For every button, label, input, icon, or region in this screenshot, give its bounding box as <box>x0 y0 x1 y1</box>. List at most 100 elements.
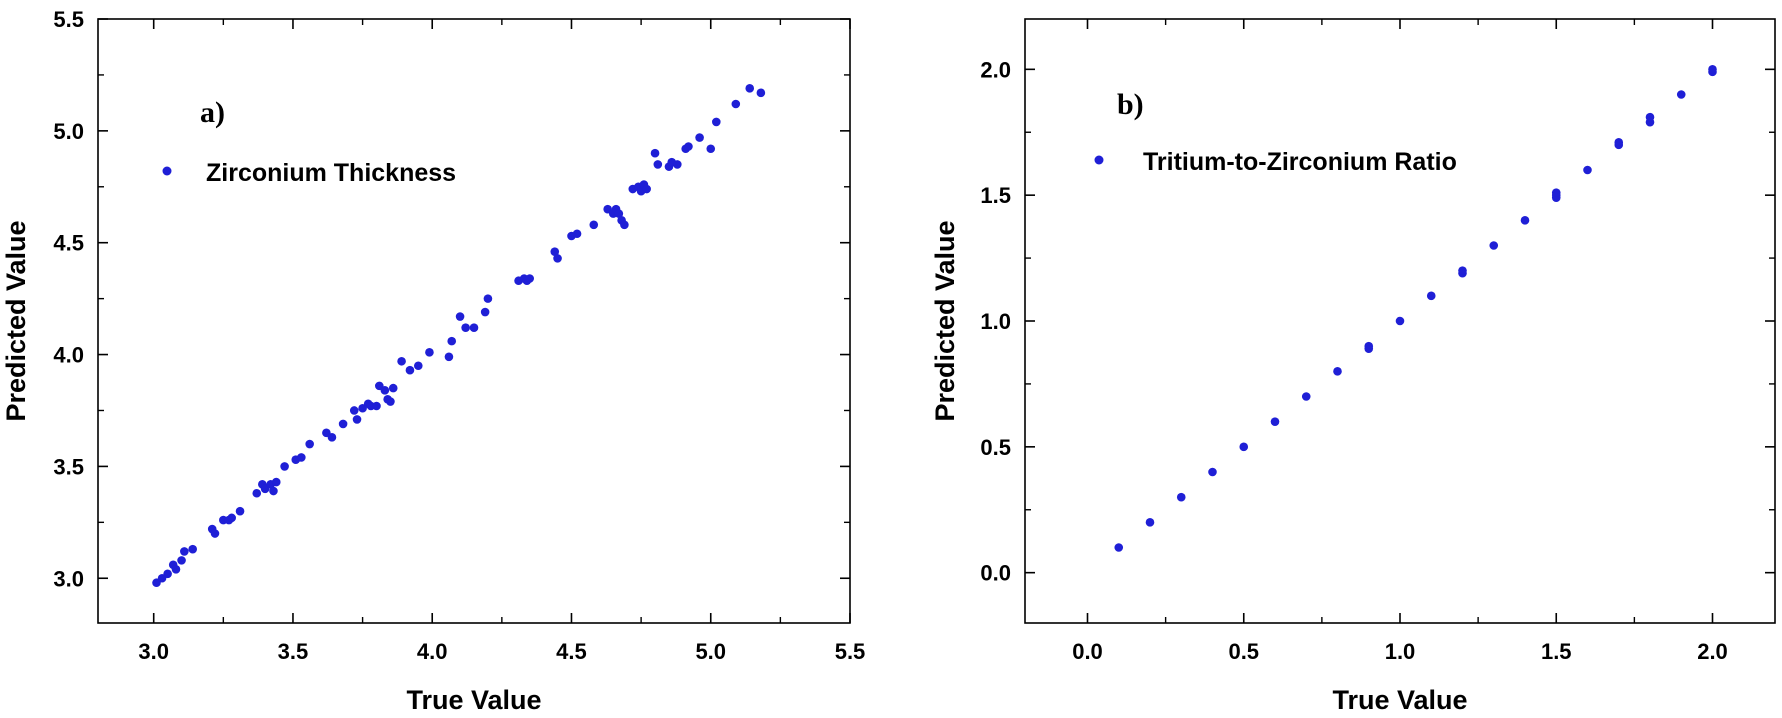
y-tick-label: 0.5 <box>980 435 1011 460</box>
y-tick-label: 1.5 <box>980 183 1011 208</box>
data-point <box>614 209 624 218</box>
data-point <box>163 569 172 579</box>
data-point <box>425 348 434 357</box>
data-point <box>271 477 281 487</box>
data-point <box>188 544 197 554</box>
legend-marker-b <box>1094 155 1104 165</box>
data-point <box>1676 90 1686 99</box>
data-point <box>455 312 465 321</box>
x-tick-label: 1.5 <box>1541 639 1572 664</box>
data-point <box>589 220 599 230</box>
data-point <box>405 365 415 375</box>
x-tick-label: 3.5 <box>278 639 309 664</box>
data-point <box>352 415 362 424</box>
data-point <box>1270 417 1280 426</box>
data-point <box>327 433 337 442</box>
x-axis-title-b: True Value <box>1332 685 1467 715</box>
data-point <box>712 117 721 127</box>
x-axis-title-a: True Value <box>406 685 541 715</box>
data-point <box>1239 442 1249 452</box>
data-point <box>695 133 704 142</box>
data-point <box>1301 392 1311 401</box>
x-tick-label: 0.5 <box>1228 639 1259 664</box>
data-point <box>553 254 562 263</box>
data-point <box>1520 216 1530 225</box>
data-point <box>372 401 381 411</box>
legend-label-b: Tritium-to-Zirconium Ratio <box>1143 148 1457 176</box>
data-point <box>525 274 535 283</box>
data-point <box>480 307 490 317</box>
data-point <box>620 220 629 230</box>
data-point <box>388 383 398 393</box>
data-point <box>280 462 289 471</box>
data-point <box>1458 266 1467 275</box>
x-tick-label: 3.0 <box>138 639 169 664</box>
data-point <box>483 294 493 303</box>
data-point <box>386 397 395 406</box>
y-tick-label: 4.5 <box>53 231 84 256</box>
panel-label-a: a) <box>200 96 225 129</box>
data-point <box>1426 291 1436 301</box>
plot-area-a <box>97 18 851 624</box>
data-point <box>338 419 348 429</box>
axis-ticks-b: 0.0 0.5 1.0 1.5 2.0 0.0 0.5 1.0 1.5 2.0 <box>980 19 1775 664</box>
data-point <box>171 565 181 574</box>
data-point <box>745 84 755 93</box>
x-tick-label: 4.0 <box>417 639 448 664</box>
data-point <box>1489 241 1499 250</box>
x-tick-label: 5.5 <box>835 639 866 664</box>
x-tick-label: 2.0 <box>1697 639 1728 664</box>
legend-label-a: Zirconium Thickness <box>206 159 456 187</box>
data-point <box>731 99 741 109</box>
y-tick-label: 5.5 <box>53 7 84 32</box>
y-tick-label: 1.0 <box>980 309 1011 334</box>
panel-a: 3.0 3.5 4.0 4.5 5.0 5.53.03.54.04.55.05.5 a) … <box>1 7 865 715</box>
y-tick-label: 4.0 <box>53 343 84 368</box>
data-point <box>1364 341 1374 351</box>
data-point <box>252 488 262 498</box>
data-point <box>210 529 220 538</box>
data-point <box>1176 492 1186 502</box>
y-axis-title-b: Predicted Value <box>930 220 960 421</box>
axis-ticks-a: 3.0 3.5 4.0 4.5 5.0 5.5 3.0 3.5 4.0 4.5 5.0 5.5 <box>53 7 865 664</box>
data-point <box>461 323 470 333</box>
data-point <box>1645 112 1655 122</box>
y-tick-label: 3.5 <box>53 454 84 479</box>
data-point <box>177 556 186 565</box>
data-point <box>650 148 660 158</box>
data-point <box>227 513 236 523</box>
y-axis-title-a: Predicted Value <box>1 220 31 421</box>
data-point <box>469 323 479 333</box>
data-point <box>1395 316 1405 326</box>
y-tick-label: 3.0 <box>53 566 84 591</box>
panel-label-b: b) <box>1117 88 1144 121</box>
data-point <box>673 160 682 169</box>
data-point <box>756 88 766 98</box>
data-point <box>572 229 582 239</box>
data-point <box>380 386 390 395</box>
data-point <box>1614 138 1624 147</box>
data-points-a <box>152 84 766 588</box>
y-tick-label: 0.0 <box>980 561 1011 586</box>
data-point <box>1583 165 1592 175</box>
data-point <box>684 142 693 151</box>
data-point <box>447 336 457 346</box>
y-tick-label: 5.0 <box>53 119 84 144</box>
x-tick-label: 4.5 <box>556 639 587 664</box>
data-point <box>642 184 651 194</box>
data-point <box>1708 65 1717 74</box>
x-tick-label: 1.0 <box>1385 639 1416 664</box>
data-point <box>550 247 560 256</box>
data-point <box>1114 543 1124 552</box>
x-tick-label: 0.0 <box>1072 639 1103 664</box>
data-point <box>706 144 716 154</box>
data-point <box>1333 367 1342 376</box>
data-point <box>349 406 359 415</box>
data-point <box>1145 518 1155 527</box>
data-point <box>297 453 306 462</box>
legend-marker-a <box>162 166 172 176</box>
data-point <box>1208 467 1217 477</box>
panel-b: 0.0 0.5 1.0 1.5 2.0 0.0 0.5 1.0 1.5 2.0 b) Tritiu… <box>930 18 1776 715</box>
data-points-b <box>1114 65 1717 552</box>
